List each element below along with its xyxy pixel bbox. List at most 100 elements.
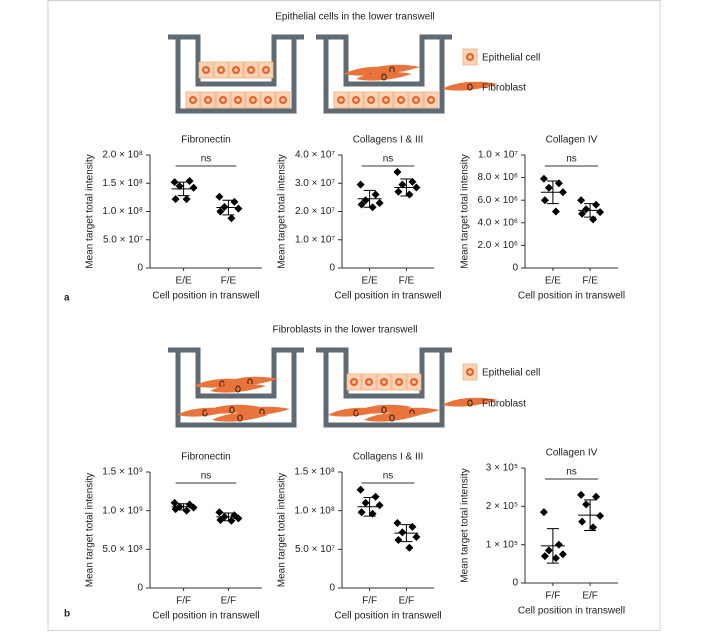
annotation: ns	[383, 471, 394, 482]
data-point	[361, 498, 370, 507]
y-tick-label: 1.0 × 10⁷	[295, 234, 335, 245]
data-point	[408, 522, 417, 531]
y-tick-label: 5.0 × 10⁷	[295, 544, 335, 555]
y-tick-label: 3 × 10⁵	[486, 463, 518, 474]
y-tick-label: 6.0 × 10⁶	[477, 195, 518, 206]
data-point	[371, 492, 380, 501]
data-point	[540, 196, 549, 205]
data-point	[227, 214, 236, 223]
y-tick-label: 2.0 × 10⁷	[295, 206, 335, 217]
data-point	[357, 200, 366, 209]
error-bar	[546, 180, 559, 205]
data-point	[540, 552, 549, 561]
annotation: ns	[566, 154, 577, 165]
legend-label: Fibroblast	[482, 399, 526, 410]
x-axis-label: Cell position in transwell	[334, 611, 441, 622]
data-point	[185, 176, 194, 185]
data-point	[371, 190, 380, 199]
data-point	[596, 511, 605, 520]
data-point	[215, 192, 224, 201]
data-point	[356, 180, 365, 189]
data-point	[393, 519, 402, 528]
y-tick-label: 1.0 × 10⁸	[102, 206, 143, 217]
annotation: ns	[201, 154, 212, 165]
data-point	[405, 543, 414, 552]
data-point	[171, 505, 180, 514]
data-point	[544, 183, 553, 192]
data-point	[182, 195, 191, 204]
data-point	[189, 183, 198, 192]
data-point	[357, 508, 366, 517]
data-point	[189, 503, 198, 512]
data-point	[175, 182, 184, 191]
legend-icon	[462, 48, 478, 66]
data-point	[368, 509, 377, 518]
data-point	[170, 498, 179, 507]
y-axis-label: Mean target total intensity	[460, 468, 471, 583]
x-tick-label: E/E	[362, 276, 378, 287]
x-tick-label: F/E	[399, 276, 415, 287]
y-tick-label: 0	[329, 583, 335, 594]
data-point	[539, 508, 548, 517]
annotation: ns	[566, 467, 577, 478]
data-point	[408, 177, 417, 186]
chart-title: Collagens I & III	[353, 135, 424, 146]
data-point	[551, 207, 560, 216]
data-point	[558, 550, 567, 559]
panel-title: Fibroblasts in the lower transwell	[272, 325, 417, 336]
legend-label: Epithelial cell	[482, 368, 540, 379]
transwell-diagram	[168, 347, 304, 428]
annotation: ns	[201, 471, 212, 482]
data-point	[398, 528, 407, 537]
x-tick-label: F/E	[221, 276, 237, 287]
y-tick-label: 3.0 × 10⁷	[295, 178, 335, 189]
chart-title: Fibronectin	[181, 452, 230, 463]
data-point	[592, 200, 601, 209]
y-tick-label: 4.0 × 10⁷	[295, 150, 335, 161]
data-point	[220, 202, 229, 211]
y-tick-label: 5.0 × 10⁸	[102, 544, 143, 555]
y-tick-label: 2 × 10⁵	[486, 501, 518, 512]
y-tick-label: 0	[329, 263, 335, 274]
data-point	[182, 506, 191, 515]
error-bar	[400, 524, 413, 543]
data-point	[578, 209, 587, 218]
data-point	[577, 490, 586, 499]
y-tick-label: 2.0 × 10⁶	[477, 240, 518, 251]
y-tick-label: 8.0 × 10⁶	[477, 172, 518, 183]
x-tick-label: E/F	[399, 596, 415, 607]
panel-label: a	[64, 293, 70, 304]
legend-label: Epithelial cell	[482, 53, 540, 64]
y-tick-label: 5.0 × 10⁷	[103, 234, 143, 245]
data-point	[577, 196, 586, 205]
data-point	[394, 187, 403, 196]
y-axis-label: Mean target total intensity	[85, 473, 96, 588]
error-bar	[584, 499, 597, 531]
data-point	[558, 188, 567, 197]
data-point	[551, 554, 560, 563]
y-axis-label: Mean target total intensity	[277, 154, 288, 269]
data-point	[582, 205, 591, 214]
data-point	[394, 536, 403, 545]
data-point	[539, 174, 548, 183]
y-tick-label: 0	[137, 263, 143, 274]
data-point	[171, 195, 180, 204]
data-point	[578, 517, 587, 526]
transwell-diagram	[316, 34, 452, 114]
data-point	[544, 546, 553, 555]
y-tick-label: 1.0 × 10⁹	[102, 505, 143, 516]
data-point	[393, 167, 402, 176]
x-tick-label: F/F	[362, 596, 377, 607]
y-tick-label: 0	[512, 578, 518, 589]
annotation: ns	[383, 154, 394, 165]
data-point	[356, 485, 365, 494]
data-point	[227, 516, 236, 525]
data-point	[554, 179, 563, 188]
data-point	[375, 199, 384, 208]
data-point	[582, 500, 591, 509]
y-axis-label: Mean target total intensity	[85, 154, 96, 269]
x-tick-label: E/F	[582, 591, 598, 602]
y-tick-label: 4.0 × 10⁶	[477, 217, 518, 228]
